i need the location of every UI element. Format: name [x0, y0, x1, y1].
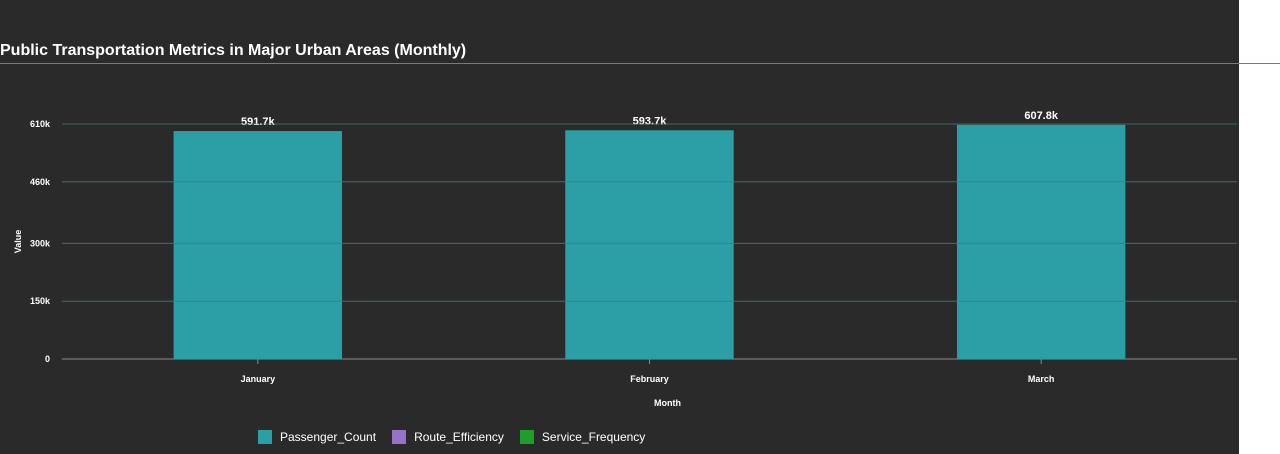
bar-total-label: 593.7k	[633, 115, 668, 127]
bar-passenger-count	[956, 124, 1126, 360]
bar-total-label: 607.8k	[1024, 110, 1059, 122]
y-tick-label: 150k	[30, 296, 51, 306]
legend-swatch	[258, 430, 272, 444]
y-tick-label: 0	[45, 354, 50, 364]
bar-passenger-count	[565, 130, 734, 359]
legend-item[interactable]: Passenger_Count	[258, 430, 376, 444]
legend-item[interactable]: Service_Frequency	[519, 430, 646, 444]
chart-title: Public Transportation Metrics in Major U…	[0, 42, 467, 59]
title-divider	[0, 63, 1280, 64]
x-tick-label: February	[630, 374, 669, 384]
legend-swatch	[392, 430, 407, 444]
bar-passenger-count	[173, 131, 343, 359]
x-tick-label: March	[1028, 374, 1055, 384]
legend-swatch	[519, 430, 534, 444]
bar-total-label: 591.7k	[241, 116, 276, 128]
bar-chart: 0 150k 300k 460k 610k Value January 591.7k Febru…	[13, 110, 1237, 408]
y-tick-label: 460k	[30, 177, 51, 187]
y-axis-label: Value	[13, 230, 23, 254]
legend-item[interactable]: Route_Efficiency	[392, 430, 504, 444]
x-axis-label: Month	[654, 398, 681, 408]
x-tick-label: January	[241, 374, 276, 384]
chart-legend: Passenger_Count Route_Efficiency Service_F…	[258, 430, 645, 444]
y-tick-label: 300k	[30, 238, 51, 248]
legend-label: Service_Frequency	[541, 430, 646, 444]
legend-label: Passenger_Count	[280, 430, 377, 444]
y-tick-label: 610k	[30, 119, 51, 129]
legend-label: Route_Efficiency	[414, 430, 504, 444]
